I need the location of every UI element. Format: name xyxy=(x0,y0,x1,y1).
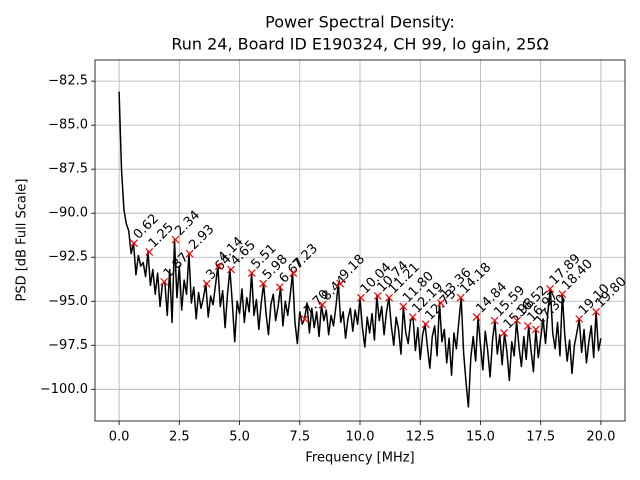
peak-marker xyxy=(130,239,138,248)
plot-frame xyxy=(94,59,626,422)
peak-marker xyxy=(259,279,268,288)
x-tick-label: 0.0 xyxy=(109,430,130,445)
y-tick-label: −92.5 xyxy=(48,250,88,265)
x-tick-label: 20.0 xyxy=(586,430,615,445)
peak-marker xyxy=(145,248,154,256)
peak-marker xyxy=(513,316,521,325)
peak-marker xyxy=(373,292,382,300)
peak-marker xyxy=(421,320,430,329)
y-tick-label: −87.5 xyxy=(48,162,88,177)
peak-marker xyxy=(472,313,481,322)
peak-marker xyxy=(437,299,445,307)
peak-marker xyxy=(531,325,540,334)
peak-marker xyxy=(575,314,584,323)
x-tick-label: 2.5 xyxy=(169,430,190,445)
peak-marker xyxy=(490,316,499,325)
peak-marker xyxy=(546,285,555,293)
y-tick-label: −97.5 xyxy=(48,338,88,353)
x-tick-label: 7.5 xyxy=(289,430,310,445)
x-tick-label: 15.0 xyxy=(466,430,495,445)
x-tick-label: 12.5 xyxy=(406,430,435,445)
peak-label: 9.18 xyxy=(337,252,368,283)
peak-marker xyxy=(385,293,394,302)
peak-marker xyxy=(592,307,601,316)
peak-marker xyxy=(558,290,567,299)
peak-marker xyxy=(214,262,223,270)
peak-marker xyxy=(160,277,169,286)
peak-marker xyxy=(399,302,408,311)
peak-marker xyxy=(227,265,236,274)
peak-marker xyxy=(171,235,180,244)
y-axis-label: PSD [dB Full Scale] xyxy=(15,178,30,301)
peak-marker xyxy=(318,300,327,309)
peak-marker xyxy=(275,283,284,292)
peak-marker xyxy=(336,279,345,288)
peak-marker xyxy=(500,329,508,337)
peak-marker xyxy=(247,269,256,278)
x-axis-label: Frequency [MHz] xyxy=(305,451,414,466)
chart-subtitle: Run 24, Board ID E190324, CH 99, lo gain… xyxy=(171,35,548,54)
y-tick-label: −100.0 xyxy=(40,382,88,397)
y-tick-label: −95.0 xyxy=(48,294,88,309)
y-tick-label: −90.0 xyxy=(48,206,88,221)
peak-marker xyxy=(357,293,365,302)
peak-marker xyxy=(456,293,465,302)
x-tick-label: 17.5 xyxy=(526,430,555,445)
psd-line xyxy=(118,91,602,408)
chart-title: Power Spectral Density: xyxy=(265,13,455,32)
peak-marker xyxy=(300,314,309,323)
peak-marker xyxy=(408,313,417,322)
x-tick-label: 5.0 xyxy=(229,430,250,445)
peak-marker xyxy=(202,279,211,288)
peak-marker xyxy=(523,321,532,330)
peak-marker xyxy=(289,269,298,278)
x-tick-label: 10.0 xyxy=(346,430,375,445)
y-tick-label: −85.0 xyxy=(48,118,88,133)
y-tick-label: −82.5 xyxy=(48,74,88,89)
peak-marker xyxy=(185,249,194,258)
